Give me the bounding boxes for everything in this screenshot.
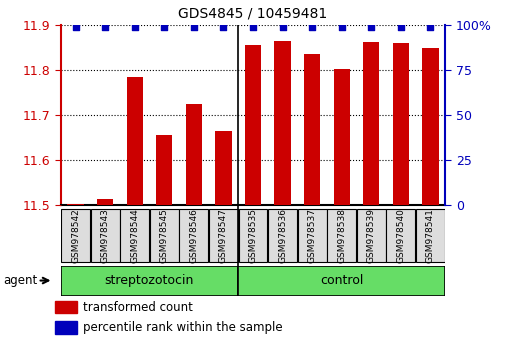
Bar [67, 204, 83, 205]
Bar [209, 209, 237, 262]
Text: GSM978544: GSM978544 [130, 208, 139, 263]
Point [396, 24, 404, 29]
Bar [215, 131, 231, 205]
Bar [356, 209, 385, 262]
Point [160, 24, 168, 29]
Bar [244, 45, 261, 205]
Text: control: control [320, 274, 363, 287]
Bar [238, 266, 444, 296]
Point [308, 24, 316, 29]
Text: GSM978546: GSM978546 [189, 208, 198, 263]
Point [337, 24, 345, 29]
Point [248, 24, 257, 29]
Text: GSM978535: GSM978535 [248, 208, 257, 263]
Point [189, 24, 197, 29]
Bar [55, 321, 77, 334]
Text: GSM978547: GSM978547 [219, 208, 227, 263]
Title: GDS4845 / 10459481: GDS4845 / 10459481 [178, 7, 327, 21]
Text: GSM978538: GSM978538 [336, 208, 345, 263]
Text: streptozotocin: streptozotocin [105, 274, 194, 287]
Bar [422, 48, 438, 205]
Text: percentile rank within the sample: percentile rank within the sample [83, 321, 282, 334]
Text: GSM978545: GSM978545 [160, 208, 169, 263]
Point [130, 24, 138, 29]
Bar [90, 209, 119, 262]
Point [101, 24, 109, 29]
Bar [297, 209, 326, 262]
Text: GSM978536: GSM978536 [278, 208, 286, 263]
Bar [268, 209, 296, 262]
Bar [304, 54, 320, 205]
Bar [392, 43, 408, 205]
Bar [120, 209, 149, 262]
Point [278, 24, 286, 29]
Bar [55, 301, 77, 313]
Bar [386, 209, 415, 262]
Point [367, 24, 375, 29]
Bar [185, 104, 201, 205]
Point [219, 24, 227, 29]
Text: GSM978543: GSM978543 [100, 208, 110, 263]
Bar [327, 209, 356, 262]
Text: GSM978542: GSM978542 [71, 208, 80, 263]
Text: GSM978537: GSM978537 [307, 208, 316, 263]
Text: agent: agent [3, 274, 37, 287]
Bar [333, 69, 349, 205]
Bar [61, 209, 90, 262]
Bar [179, 209, 208, 262]
Text: transformed count: transformed count [83, 301, 192, 314]
Text: GSM978539: GSM978539 [366, 208, 375, 263]
Bar [415, 209, 444, 262]
Bar [156, 135, 172, 205]
Bar [363, 42, 379, 205]
Text: GSM978540: GSM978540 [395, 208, 405, 263]
Text: GSM978541: GSM978541 [425, 208, 434, 263]
Bar [149, 209, 178, 262]
Bar [274, 41, 290, 205]
Bar [238, 209, 267, 262]
Point [426, 24, 434, 29]
Point [71, 24, 79, 29]
Bar [97, 199, 113, 205]
Bar [126, 77, 142, 205]
Bar [61, 266, 238, 296]
